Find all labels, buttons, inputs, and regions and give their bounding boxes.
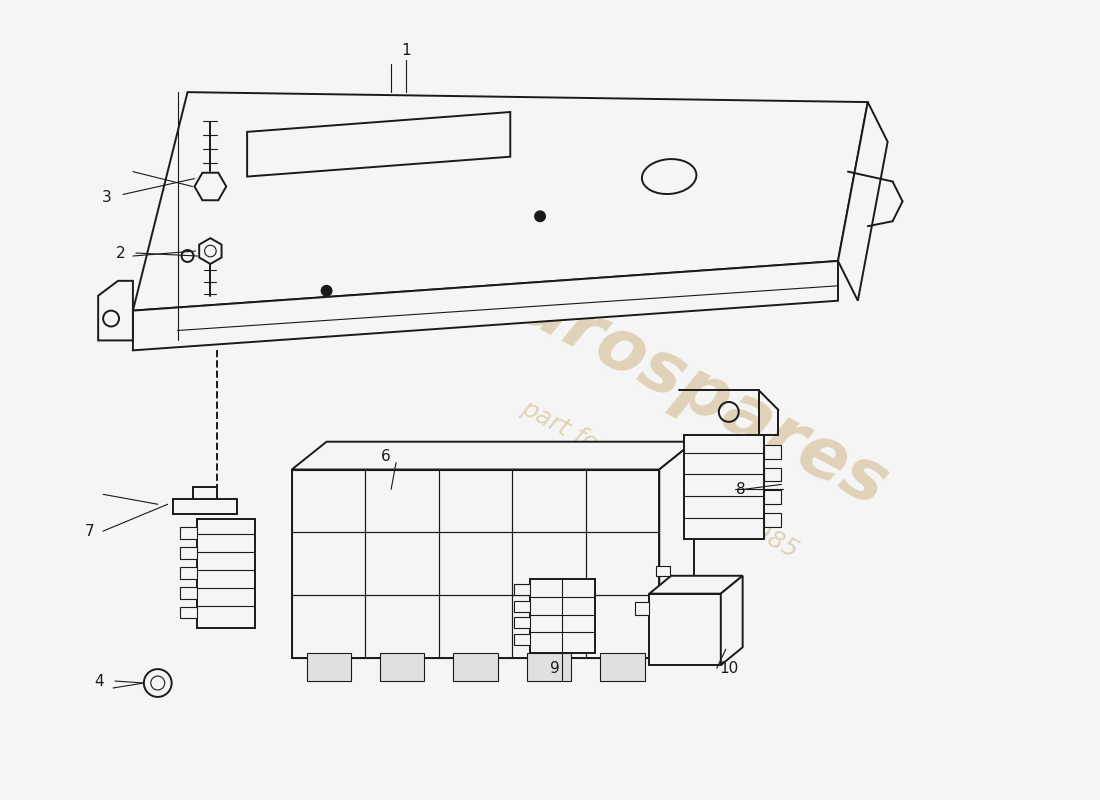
Polygon shape: [133, 92, 868, 310]
Bar: [453, 654, 497, 681]
Bar: [365, 470, 439, 533]
Text: 2: 2: [117, 246, 125, 261]
Bar: [515, 584, 530, 594]
Polygon shape: [292, 442, 694, 470]
Text: 10: 10: [719, 661, 738, 676]
Bar: [439, 470, 513, 533]
Bar: [515, 618, 530, 629]
Bar: [379, 654, 425, 681]
Bar: [585, 595, 659, 658]
Bar: [292, 533, 365, 595]
Bar: [179, 527, 198, 539]
Circle shape: [535, 211, 544, 222]
Text: 7: 7: [85, 523, 94, 538]
Polygon shape: [649, 576, 743, 594]
Ellipse shape: [642, 159, 696, 194]
Bar: [198, 519, 255, 629]
Text: 1: 1: [402, 43, 410, 58]
Bar: [515, 601, 530, 611]
Text: eurospares: eurospares: [463, 246, 899, 522]
Polygon shape: [195, 173, 227, 200]
Polygon shape: [659, 442, 694, 658]
Bar: [179, 547, 198, 559]
Bar: [513, 595, 585, 658]
Text: 8: 8: [736, 482, 746, 497]
Bar: [657, 566, 670, 576]
Polygon shape: [199, 238, 221, 264]
Bar: [292, 470, 659, 658]
Polygon shape: [720, 576, 742, 665]
Text: 3: 3: [102, 190, 112, 205]
Bar: [439, 533, 513, 595]
Bar: [763, 467, 781, 482]
Polygon shape: [838, 102, 888, 301]
Circle shape: [144, 669, 172, 697]
Text: part for parts since 1985: part for parts since 1985: [517, 396, 802, 563]
Bar: [292, 595, 365, 658]
Bar: [684, 434, 763, 539]
Bar: [179, 606, 198, 618]
Text: 6: 6: [382, 449, 390, 464]
Bar: [649, 594, 720, 665]
Bar: [307, 654, 351, 681]
Bar: [365, 595, 439, 658]
Bar: [515, 634, 530, 646]
Polygon shape: [98, 281, 133, 341]
Bar: [636, 602, 649, 615]
Bar: [179, 567, 198, 578]
Bar: [601, 654, 645, 681]
Text: 9: 9: [550, 661, 560, 676]
Bar: [513, 533, 585, 595]
Bar: [179, 586, 198, 598]
Bar: [585, 533, 659, 595]
Text: 4: 4: [95, 674, 104, 689]
Bar: [530, 578, 595, 654]
Bar: [763, 490, 781, 504]
Bar: [292, 470, 365, 533]
Bar: [763, 514, 781, 527]
Bar: [365, 533, 439, 595]
Polygon shape: [133, 261, 838, 350]
Circle shape: [321, 286, 331, 296]
Bar: [585, 470, 659, 533]
Polygon shape: [248, 112, 510, 177]
Bar: [513, 470, 585, 533]
Bar: [439, 595, 513, 658]
Bar: [527, 654, 571, 681]
Bar: [763, 445, 781, 458]
